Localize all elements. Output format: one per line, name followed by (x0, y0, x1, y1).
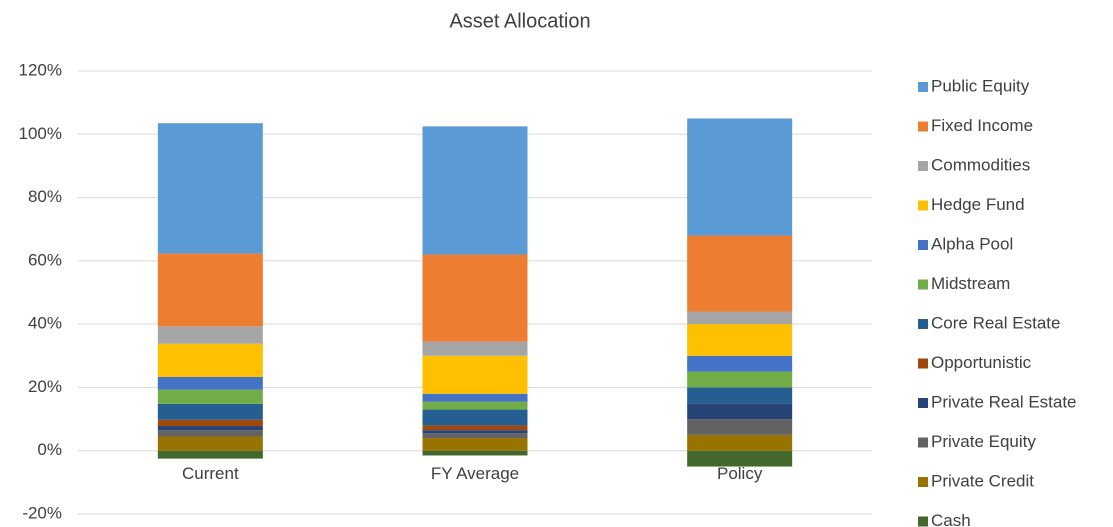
y-tick-label: 60% (28, 250, 62, 269)
bar-segment (422, 401, 528, 410)
bar-segment (422, 438, 528, 451)
bar-segment (422, 393, 528, 402)
legend-swatch (918, 398, 928, 408)
bar-segment (157, 426, 263, 431)
y-tick-label: 40% (28, 314, 62, 333)
bar-segment (422, 433, 528, 439)
legend-swatch (918, 240, 928, 250)
bar-segment (687, 403, 793, 420)
y-tick-label: -20% (22, 503, 62, 522)
y-tick-label: 80% (28, 187, 62, 206)
legend-swatch (918, 279, 928, 290)
x-tick-label: FY Average (431, 464, 519, 483)
legend-label: Cash (931, 511, 971, 527)
bar-segment (157, 326, 263, 344)
legend-swatch (918, 82, 928, 92)
legend-swatch (918, 437, 928, 448)
legend-label: Alpha Pool (931, 234, 1013, 253)
bar-segment (422, 450, 528, 456)
bar-segment (157, 376, 263, 390)
bar-segment (157, 389, 263, 404)
bar-segment (157, 253, 263, 327)
bar-segment (687, 324, 793, 356)
legend-swatch (918, 358, 928, 369)
y-tick-label: 100% (19, 124, 62, 143)
y-tick-label: 20% (28, 377, 62, 396)
legend-swatch (918, 319, 928, 329)
bar-segment (157, 419, 263, 427)
bar-segment (687, 355, 793, 372)
bar-segment (422, 425, 528, 431)
bar-segment (687, 450, 793, 467)
y-tick-label: 0% (37, 440, 62, 459)
legend-label: Private Equity (931, 432, 1036, 451)
bar-segment (687, 387, 793, 404)
legend-label: Private Credit (931, 471, 1034, 490)
bar-segment (157, 343, 263, 377)
bar-segment (687, 371, 793, 388)
bar-segment (687, 434, 793, 451)
x-tick-label: Policy (717, 464, 763, 483)
legend-swatch (918, 200, 928, 211)
chart-title: Asset Allocation (449, 10, 590, 32)
x-tick-label: Current (182, 464, 239, 483)
legend-swatch (918, 477, 928, 487)
bar-segment (157, 436, 263, 451)
bar-segment (157, 450, 263, 459)
bar-segment (157, 403, 263, 420)
legend-label: Private Real Estate (931, 392, 1077, 411)
bar-segment (422, 409, 528, 426)
legend-label: Core Real Estate (931, 313, 1060, 332)
bar-segment (422, 430, 528, 434)
legend-label: Commodities (931, 155, 1030, 174)
bar-segment (422, 126, 528, 255)
bar-segment (157, 430, 263, 437)
bar-segment (687, 419, 793, 435)
bar-segment (422, 254, 528, 342)
legend-label: Hedge Fund (931, 195, 1025, 214)
bar-segment (687, 118, 793, 236)
legend-label: Opportunistic (931, 353, 1032, 372)
bar-segment (422, 341, 528, 356)
legend-swatch (918, 516, 928, 527)
y-tick-label: 120% (19, 60, 62, 79)
legend-swatch (918, 161, 928, 171)
legend-swatch (918, 121, 928, 132)
bar-segment (157, 123, 263, 254)
legend-label: Midstream (931, 274, 1010, 293)
bar-segment (687, 311, 793, 325)
legend-label: Public Equity (931, 76, 1030, 95)
bar-segment (422, 355, 528, 394)
bar-segment (687, 235, 793, 312)
legend-label: Fixed Income (931, 116, 1033, 135)
